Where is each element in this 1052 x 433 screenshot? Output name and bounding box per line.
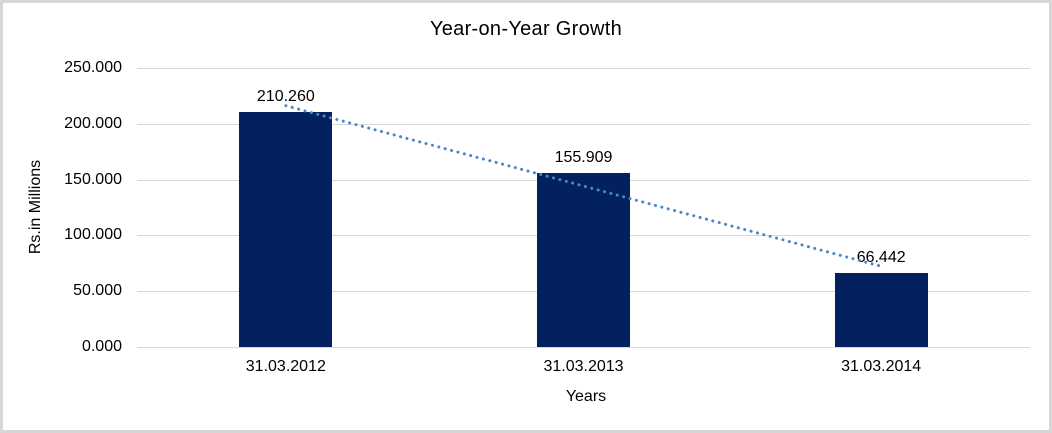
trendline-layer [284,104,883,268]
x-tick-label-0: 31.03.2012 [245,358,326,375]
x-axis-title: Years [565,388,607,405]
y-tick-label: 200.000 [64,114,122,132]
y-tick-label: 100.000 [64,226,122,244]
x-tick-label-1: 31.03.2013 [543,358,624,375]
bar-value-label-2: 66.442 [856,248,906,266]
bar-1 [537,173,630,347]
trendline [284,104,883,268]
bar-value-label-1: 155.909 [554,149,613,167]
y-tick-label: 0.000 [81,338,122,355]
x-tick-label-2: 31.03.2014 [841,358,922,375]
chart-title: Year-on-Year Growth [429,18,623,40]
gridline [137,123,1030,125]
gridline [137,68,1030,69]
gridline [137,347,1030,348]
y-tick-label: 250.000 [64,59,122,76]
bar-0 [239,112,333,347]
bar-2 [834,272,928,347]
y-tick-label: 150.000 [64,170,122,188]
bar-value-label-0: 210.260 [256,88,315,106]
y-tick-label: 50.000 [73,282,122,300]
plot-area: 210.260 155.909 66.442 [137,68,1030,348]
